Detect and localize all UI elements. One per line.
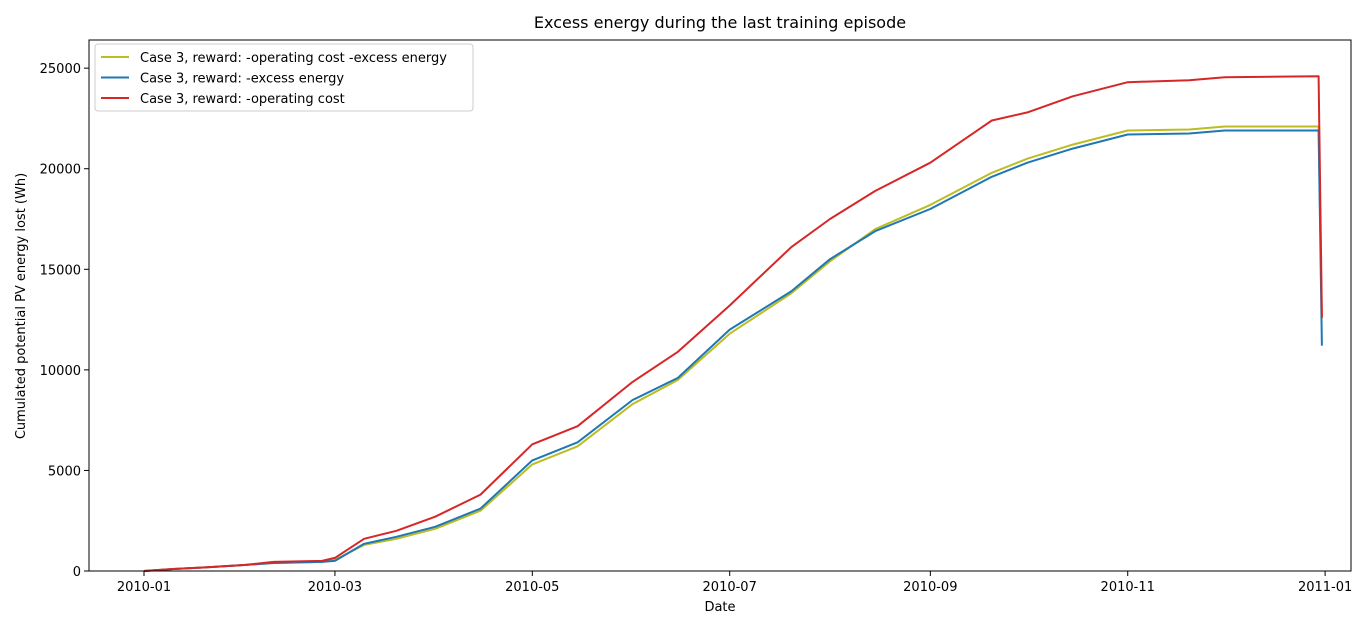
x-tick-label-1: 2010-01 <box>117 580 171 595</box>
x-tick-label-4: 2010-07 <box>703 580 757 595</box>
y-tick-label-5: 20000 <box>40 163 81 178</box>
x-tick-label-2: 2010-03 <box>308 580 362 595</box>
series-group <box>143 75 1323 572</box>
x-axis-title: Date <box>704 600 735 615</box>
y-tick-label-4: 15000 <box>40 263 81 278</box>
legend-box <box>94 43 474 112</box>
x-tick-label-7: 2011-01 <box>1298 580 1352 595</box>
plot-frame <box>88 39 1352 572</box>
legend-label-3: Case 3, reward: -operating cost <box>140 92 345 107</box>
y-axis-ticks: 0 5000 10000 15000 20000 25000 <box>40 62 89 580</box>
series-line-3 <box>143 75 1323 572</box>
legend-label-2: Case 3, reward: -excess energy <box>140 72 344 87</box>
y-tick-label-3: 10000 <box>40 364 81 379</box>
legend-label-1: Case 3, reward: -operating cost -excess … <box>140 51 447 66</box>
y-tick-label-2: 5000 <box>48 464 81 479</box>
y-tick-label-6: 25000 <box>40 62 81 77</box>
x-tick-label-5: 2010-09 <box>903 580 957 595</box>
series-line-2 <box>143 129 1323 572</box>
y-tick-label-1: 0 <box>73 565 81 580</box>
chart-title: Excess energy during the last training e… <box>534 13 906 32</box>
x-axis-ticks: 2010-01 2010-03 2010-05 2010-07 2010-09 2010-… <box>117 571 1352 595</box>
legend: Case 3, reward: -operating cost -excess … <box>94 43 474 112</box>
y-axis-title: Cumulated potential PV energy lost (Wh) <box>14 173 29 439</box>
x-tick-label-3: 2010-05 <box>505 580 559 595</box>
x-tick-label-6: 2010-11 <box>1101 580 1155 595</box>
